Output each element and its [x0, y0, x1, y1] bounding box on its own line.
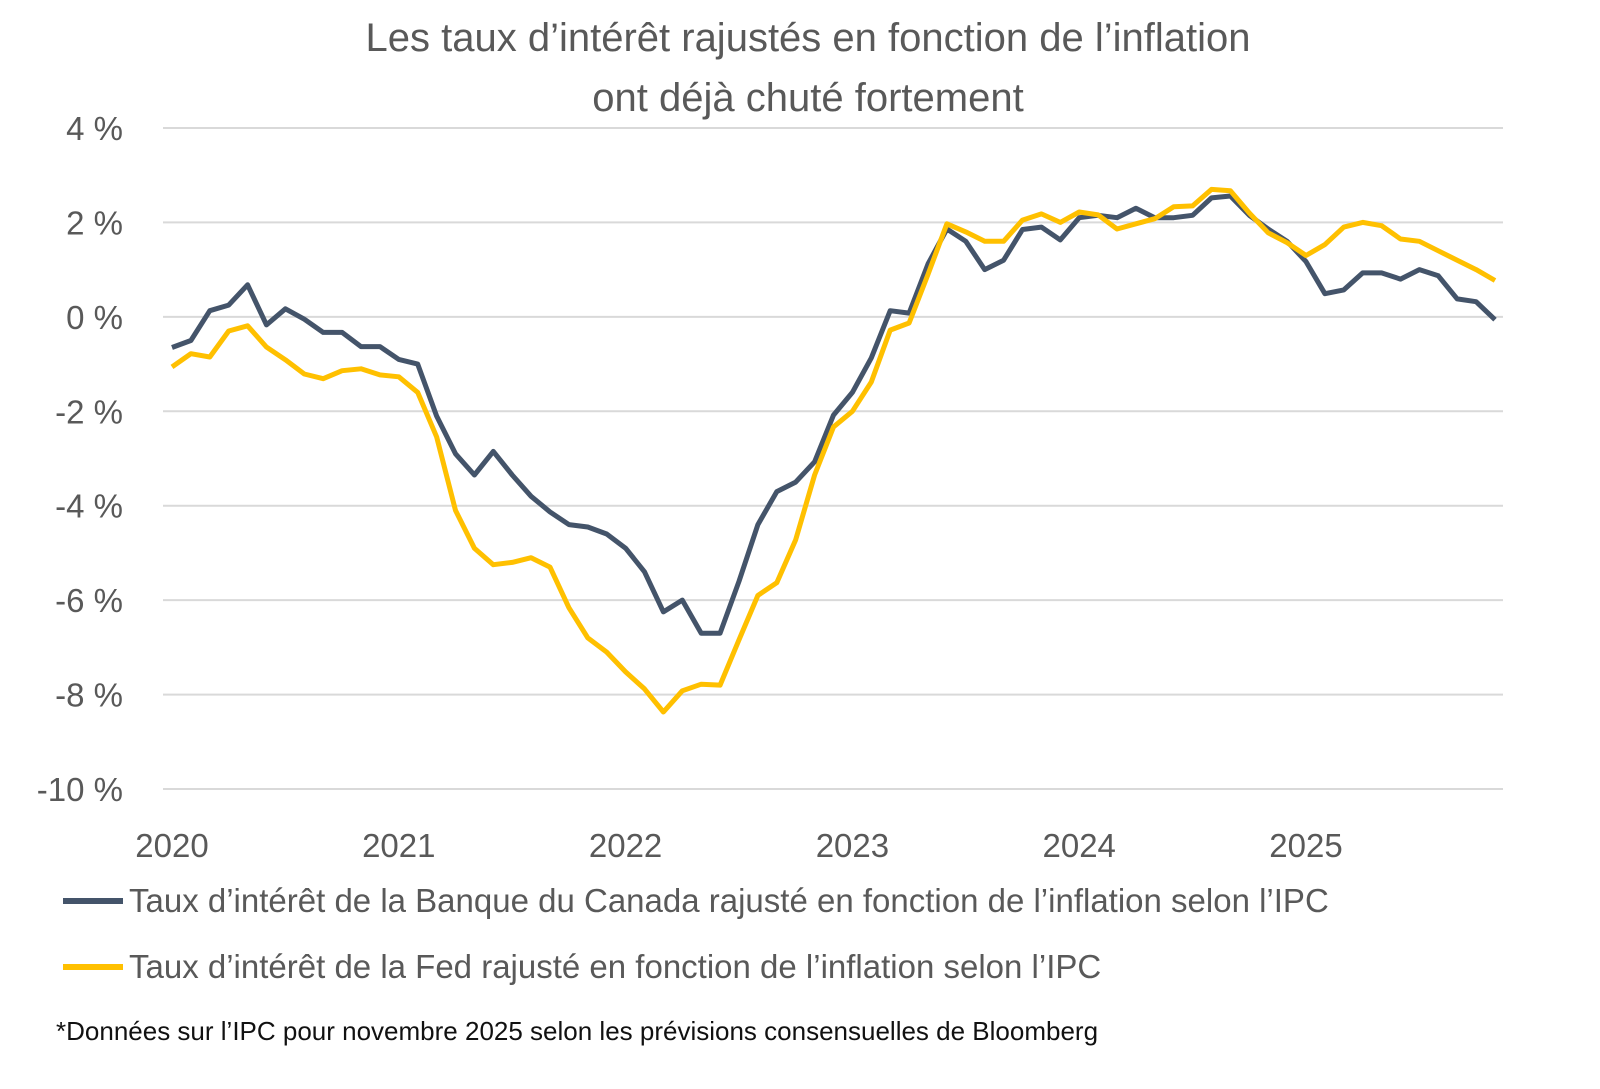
- footnote: *Données sur l’IPC pour novembre 2025 se…: [56, 1016, 1099, 1046]
- legend-label-canada: Taux d’intérêt de la Banque du Canada ra…: [129, 882, 1329, 919]
- legend-swatch-fed: [63, 964, 123, 970]
- chart-title: Les taux d’intérêt rajustés en fonction …: [0, 8, 1600, 128]
- x-tick-label: 2020: [135, 827, 208, 864]
- x-tick-label: 2025: [1269, 827, 1342, 864]
- y-tick-label: -10 %: [37, 771, 123, 808]
- x-tick-label: 2021: [362, 827, 435, 864]
- y-tick-label: -4 %: [55, 488, 123, 525]
- series-line-canada: [171, 193, 1497, 636]
- x-tick-label: 2023: [816, 827, 889, 864]
- legend-item-fed: Taux d’intérêt de la Fed rajusté en fonc…: [63, 942, 1101, 992]
- legend-label-fed: Taux d’intérêt de la Fed rajusté en fonc…: [129, 948, 1102, 985]
- y-tick-label: 4 %: [66, 110, 123, 147]
- legend-swatch-canada: [63, 898, 123, 904]
- y-tick-label: 2 %: [66, 204, 123, 241]
- x-axis-tick-labels: 2020 2021 2022 2023 2024 2025: [135, 827, 1342, 864]
- chart-title-line-1: Les taux d’intérêt rajustés en fonction …: [365, 16, 1251, 60]
- gridlines: [163, 127, 1503, 790]
- series-lines: [170, 186, 1497, 715]
- y-tick-label: -8 %: [55, 677, 123, 714]
- x-tick-label: 2024: [1042, 827, 1115, 864]
- y-tick-label: -6 %: [55, 582, 123, 619]
- chart-title-line-2: ont déjà chuté fortement: [592, 76, 1024, 120]
- y-tick-label: -2 %: [55, 393, 123, 430]
- y-axis-tick-labels: 4 % 2 % 0 % -2 % -4 % -6 % -8 % -10 %: [37, 110, 123, 808]
- legend-item-canada: Taux d’intérêt de la Banque du Canada ra…: [63, 876, 1329, 926]
- x-tick-label: 2022: [589, 827, 662, 864]
- series-line-fed: [170, 186, 1497, 715]
- y-tick-label: 0 %: [66, 299, 123, 336]
